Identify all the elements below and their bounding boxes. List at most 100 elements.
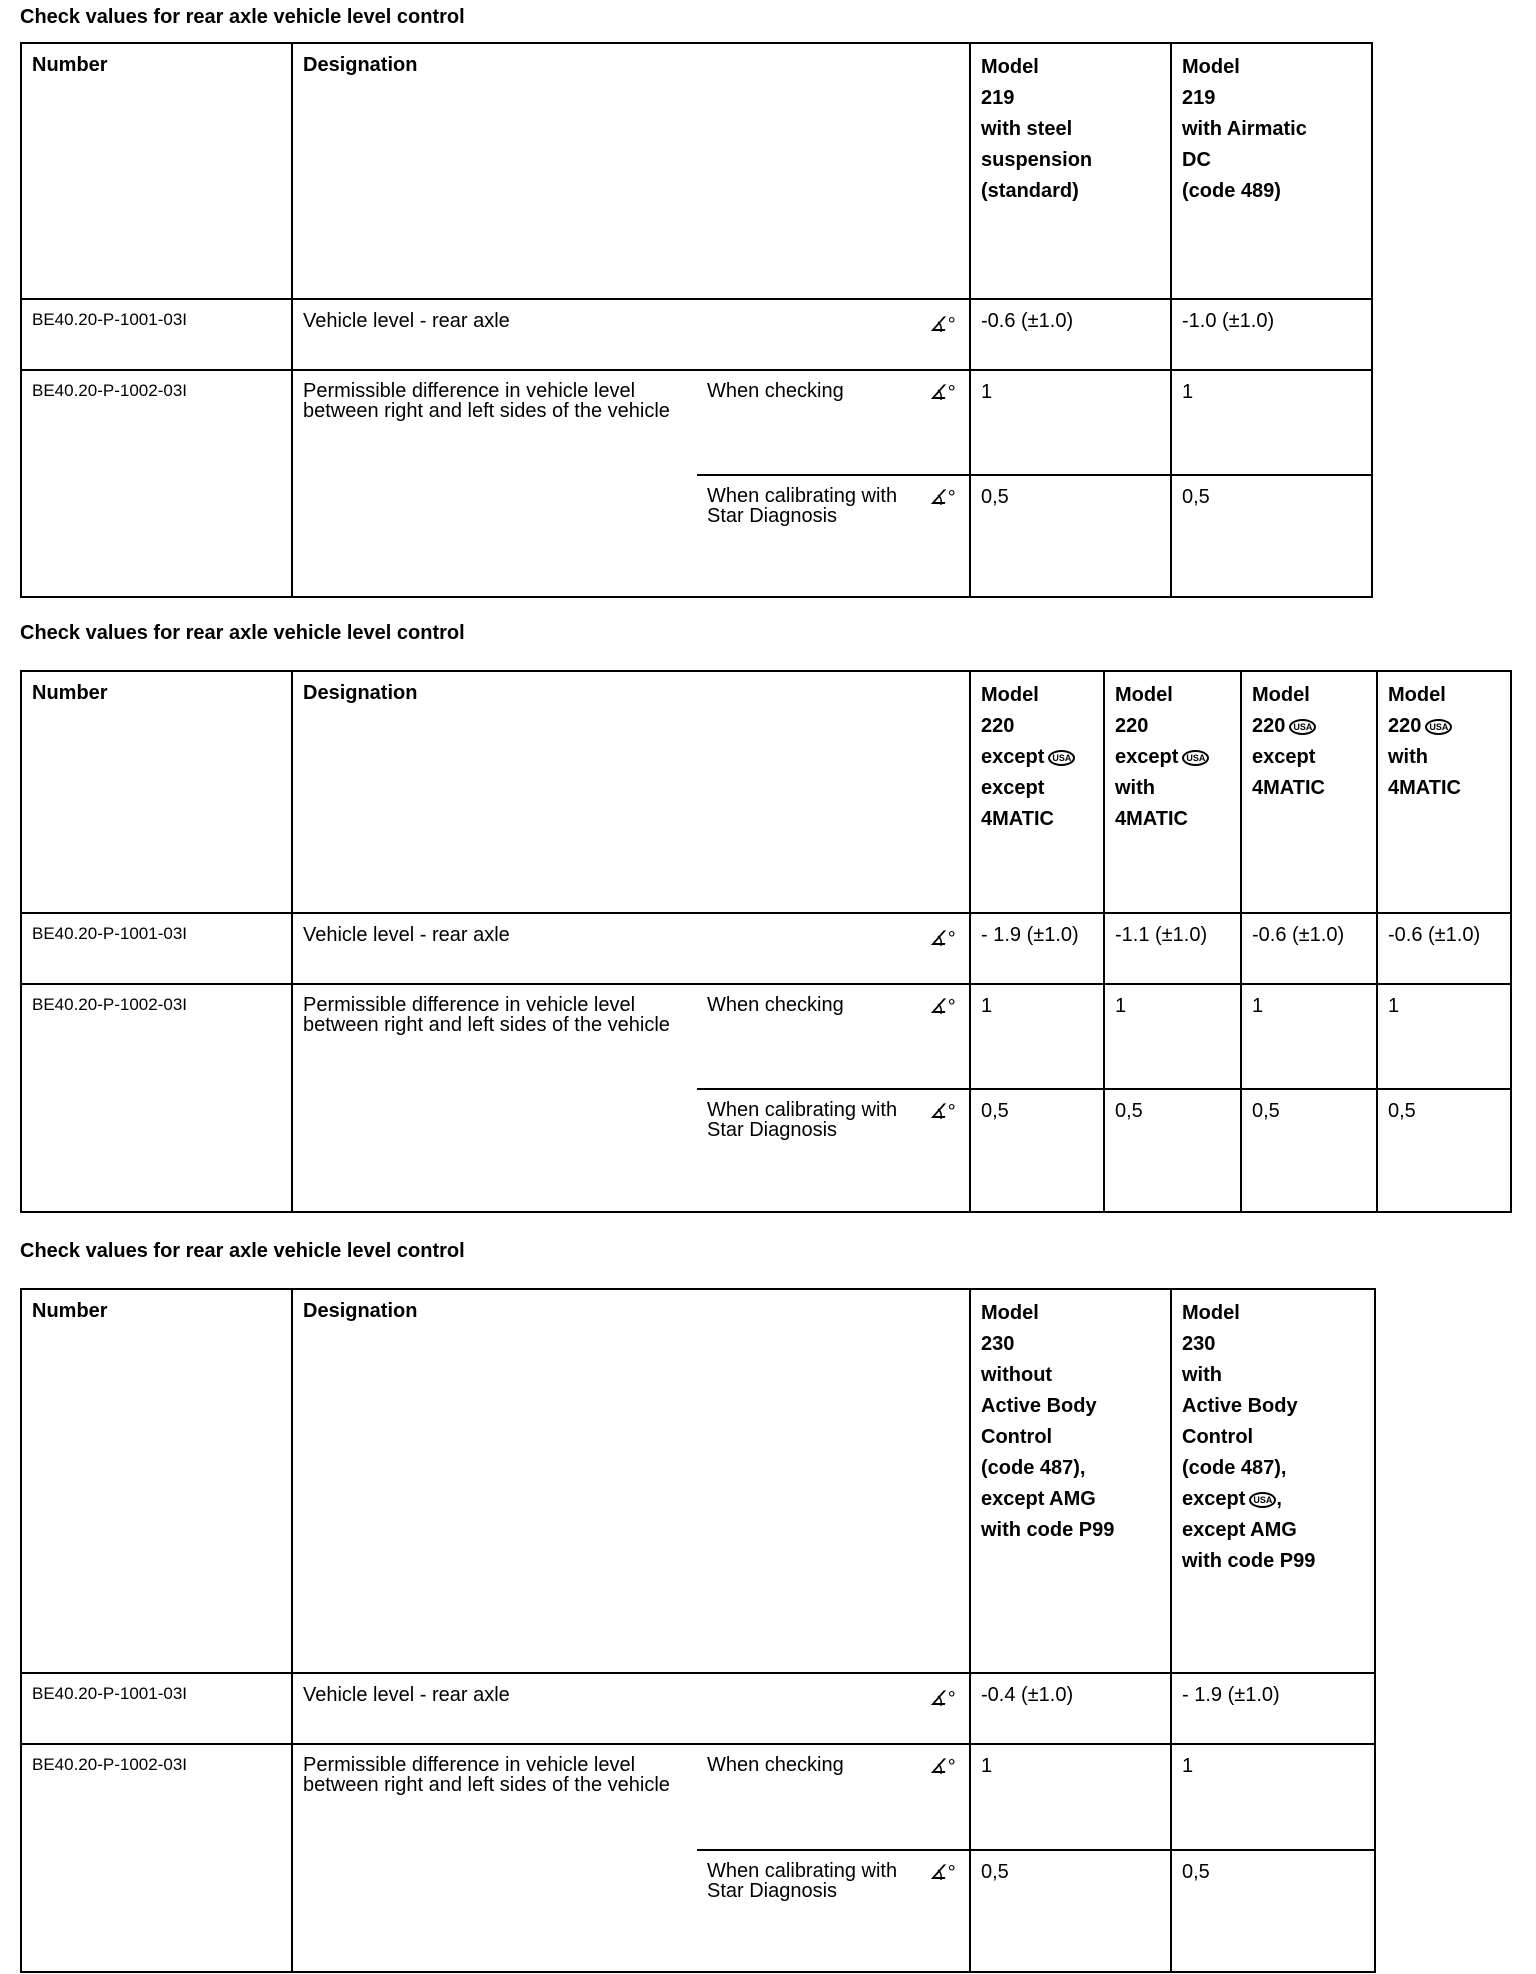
- model-line: Model: [1182, 1300, 1364, 1327]
- value-cell: -0.4 (±1.0): [969, 1672, 1172, 1745]
- table-row: BE40.20-P-1002-03I Permissible difference…: [20, 983, 1512, 1213]
- model-text: except: [1115, 746, 1179, 768]
- designation-cell: Vehicle level - rear axle ∡°: [291, 1672, 971, 1745]
- model-text: Control: [981, 1426, 1053, 1448]
- model-text: Model: [981, 56, 1039, 78]
- model-line: with code P99: [1182, 1548, 1364, 1575]
- header-row: Number Designation Model 219 with steel suspe…: [20, 42, 1373, 300]
- model-line: Active Body: [981, 1393, 1160, 1420]
- model-line: except AMG: [1182, 1517, 1364, 1544]
- designation-cell: Vehicle level - rear axle ∡°: [291, 298, 971, 371]
- model-text: except: [1252, 746, 1316, 768]
- table-row: When calibrating with Star Diagnosis ∡° 0,…: [21, 1849, 1376, 1973]
- model-text: Active Body: [981, 1395, 1097, 1417]
- model-line: 4MATIC: [1252, 775, 1366, 802]
- usa-badge-icon: USA: [1289, 718, 1317, 735]
- model-line: Model: [981, 682, 1093, 709]
- number-cell: BE40.20-P-1002-03I: [20, 983, 293, 1213]
- model-text: 4MATIC: [1388, 777, 1461, 799]
- model-text: (standard): [981, 180, 1079, 202]
- model-text: 4MATIC: [1252, 777, 1325, 799]
- value-cell: -1.1 (±1.0): [1103, 912, 1242, 985]
- model-line: Model: [1388, 682, 1500, 709]
- model-text: 219: [981, 87, 1015, 109]
- value-cell: -0.6 (±1.0): [1376, 912, 1512, 985]
- header-row: Number Designation Model 220 except USA except…: [20, 670, 1512, 914]
- table-row: BE40.20-P-1001-03I Vehicle level - rear a…: [20, 298, 1373, 371]
- model-text: 220: [1388, 715, 1422, 737]
- model-text: except AMG: [1182, 1519, 1297, 1541]
- condition-text: When checking: [707, 994, 844, 1016]
- header-number: Number: [20, 670, 293, 914]
- model-text: 220: [981, 715, 1015, 737]
- table-row: BE40.20-P-1001-03I Vehicle level - rear a…: [20, 912, 1512, 985]
- usa-badge-icon: USA: [1249, 1491, 1277, 1508]
- usa-badge-icon: USA: [1048, 749, 1076, 766]
- model-line: except AMG: [981, 1486, 1160, 1513]
- model-text: 219: [1182, 87, 1216, 109]
- header-number: Number: [20, 42, 293, 300]
- header-designation: Designation: [291, 1288, 971, 1674]
- model-line: Model: [1252, 682, 1366, 709]
- designation-text: Vehicle level - rear axle: [303, 924, 510, 946]
- model-text: except: [981, 777, 1045, 799]
- header-row: Number Designation Model 230 without Active B…: [20, 1288, 1376, 1674]
- model-line: 219: [981, 85, 1160, 112]
- value-cell: 1: [1103, 983, 1242, 1090]
- value-cell: 0,5: [969, 1088, 1105, 1213]
- angle-degree-icon: ∡°: [929, 487, 955, 509]
- condition-cell: When calibrating with Star Diagnosis ∡°: [697, 1849, 971, 1973]
- designation-cell: Permissible difference in vehicle level …: [291, 983, 697, 1213]
- usa-badge-icon: USA: [1182, 749, 1210, 766]
- model-line: with code P99: [981, 1517, 1160, 1544]
- model-text: Model: [981, 684, 1039, 706]
- model-text: except: [1182, 1488, 1246, 1510]
- table-row: BE40.20-P-1001-03I Vehicle level - rear a…: [20, 1672, 1376, 1745]
- value-cell: 0,5: [1240, 1088, 1378, 1213]
- header-model: Model 220 USA with 4MATIC: [1376, 670, 1512, 914]
- condition-cell: When calibrating with Star Diagnosis ∡°: [697, 1088, 971, 1213]
- condition-text: When checking: [707, 380, 844, 402]
- model-line: Active Body: [1182, 1393, 1364, 1420]
- model-line: except USA: [1115, 744, 1230, 771]
- angle-degree-icon: ∡°: [929, 1101, 955, 1123]
- value-cell: 1: [1376, 983, 1512, 1090]
- table-row: BE40.20-P-1002-03I Permissible difference…: [20, 1743, 1376, 1973]
- condition-cell: When checking ∡°: [697, 369, 971, 476]
- check-values-table: Number Designation Model 220 except USA except…: [20, 670, 1512, 1213]
- model-line: 219: [1182, 85, 1361, 112]
- value-cell: 1: [1240, 983, 1378, 1090]
- model-line: without: [981, 1362, 1160, 1389]
- designation-text: Vehicle level - rear axle: [303, 310, 510, 332]
- condition-text: When calibrating with Star Diagnosis: [707, 1099, 898, 1141]
- model-line: except USA,: [1182, 1486, 1364, 1513]
- number-cell: BE40.20-P-1002-03I: [20, 1743, 293, 1973]
- angle-degree-icon: ∡°: [929, 1862, 955, 1884]
- angle-degree-icon: ∡°: [929, 1688, 955, 1710]
- number-cell: BE40.20-P-1002-03I: [20, 369, 293, 598]
- value-cell: 1: [1170, 1743, 1376, 1851]
- value-cell: -0.6 (±1.0): [1240, 912, 1378, 985]
- model-text: 4MATIC: [1115, 808, 1188, 830]
- value-cell: -1.0 (±1.0): [1170, 298, 1373, 371]
- header-model: Model 219 with steel suspension (standard): [969, 42, 1172, 300]
- model-line: except USA: [981, 744, 1093, 771]
- model-text: Model: [1115, 684, 1173, 706]
- model-line: (standard): [981, 178, 1160, 205]
- model-line: Model: [981, 1300, 1160, 1327]
- value-cell: 1: [969, 369, 1172, 476]
- header-model: Model 220 except USA except 4MATIC: [969, 670, 1105, 914]
- value-cell: - 1.9 (±1.0): [969, 912, 1105, 985]
- value-cell: 0,5: [1170, 1849, 1376, 1973]
- model-line: (code 489): [1182, 178, 1361, 205]
- model-text: Control: [1182, 1426, 1254, 1448]
- header-model: Model 230 with Active Body Control (code 487)…: [1170, 1288, 1376, 1674]
- value-cell: 0,5: [1170, 474, 1373, 598]
- table-title: Check values for rear axle vehicle level…: [20, 6, 465, 28]
- model-line: 4MATIC: [981, 806, 1093, 833]
- model-line: 220 USA: [1252, 713, 1366, 740]
- header-model: Model 220 USA except 4MATIC: [1240, 670, 1378, 914]
- model-text: 230: [1182, 1333, 1216, 1355]
- model-line: except: [1252, 744, 1366, 771]
- model-line: 230: [981, 1331, 1160, 1358]
